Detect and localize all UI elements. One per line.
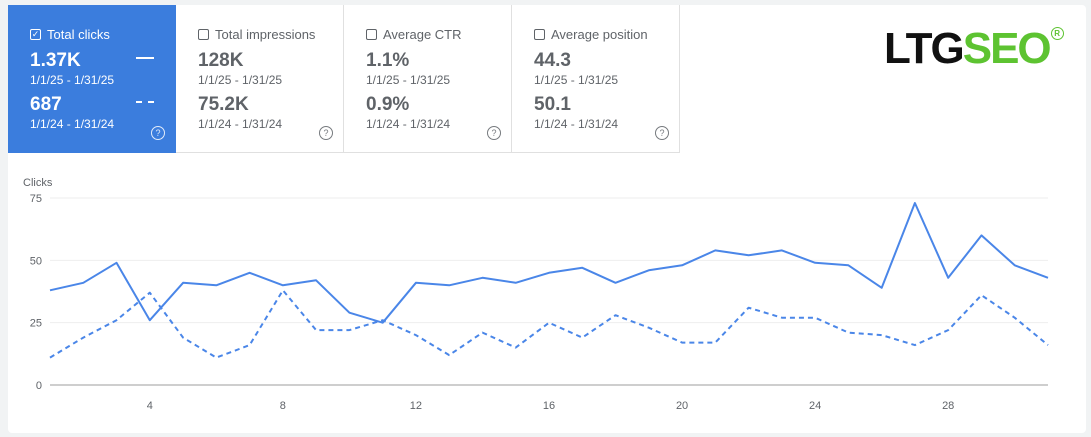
metric-range-previous: 1/1/24 - 1/31/24 xyxy=(534,117,619,131)
help-icon[interactable]: ? xyxy=(151,126,165,140)
logo-text-green: SEO xyxy=(962,24,1052,73)
metric-header: Total impressions xyxy=(198,27,315,42)
metric-range-current: 1/1/25 - 1/31/25 xyxy=(534,73,619,87)
metric-value-current: 1.1% xyxy=(366,50,410,71)
checkbox-unchecked-icon[interactable] xyxy=(366,29,377,40)
y-tick-label: 75 xyxy=(30,193,42,205)
metric-label: Average position xyxy=(551,27,648,42)
metric-tabs: ✓ Total clicks 1.37K 1/1/25 - 1/31/25 68… xyxy=(8,5,680,153)
y-tick-labels: 0 25 50 75 xyxy=(30,193,42,392)
metric-header: ✓ Total clicks xyxy=(30,27,110,42)
metric-value-previous: 75.2K xyxy=(198,94,249,115)
metric-card-average-ctr[interactable]: Average CTR 1.1% 1/1/25 - 1/31/25 0.9% 1… xyxy=(344,5,512,153)
help-icon[interactable]: ? xyxy=(319,126,333,140)
metric-range-previous: 1/1/24 - 1/31/24 xyxy=(30,117,115,131)
help-icon[interactable]: ? xyxy=(487,126,501,140)
x-tick-label: 8 xyxy=(280,400,286,412)
metric-range-previous: 1/1/24 - 1/31/24 xyxy=(366,117,451,131)
x-tick-label: 12 xyxy=(410,400,422,412)
metric-value-previous: 50.1 xyxy=(534,94,571,115)
series-line-previous xyxy=(49,289,1049,359)
series-line-current xyxy=(49,202,1049,324)
metric-label: Total clicks xyxy=(47,27,110,42)
metric-range-current: 1/1/25 - 1/31/25 xyxy=(198,73,283,87)
metric-label: Total impressions xyxy=(215,27,316,42)
metric-range-current: 1/1/25 - 1/31/25 xyxy=(30,73,115,87)
checkbox-checked-icon[interactable]: ✓ xyxy=(30,29,41,40)
performance-card: ✓ Total clicks 1.37K 1/1/25 - 1/31/25 68… xyxy=(8,5,1086,433)
metric-value-previous: 687 xyxy=(30,94,62,115)
x-tick-label: 4 xyxy=(147,400,153,412)
ltgseo-logo: LTGSEO R xyxy=(884,24,1064,73)
metric-range-previous: 1/1/24 - 1/31/24 xyxy=(198,117,283,131)
x-tick-label: 16 xyxy=(543,400,555,412)
metric-value-current: 1.37K xyxy=(30,50,81,71)
y-tick-label: 0 xyxy=(36,380,42,392)
x-tick-labels: 4 8 12 16 20 24 28 xyxy=(147,400,955,412)
y-tick-label: 50 xyxy=(30,255,42,267)
y-tick-label: 25 xyxy=(30,318,42,330)
metric-header: Average position xyxy=(534,27,648,42)
metric-value-current: 44.3 xyxy=(534,50,571,71)
metric-header: Average CTR xyxy=(366,27,462,42)
metric-card-average-position[interactable]: Average position 44.3 1/1/25 - 1/31/25 5… xyxy=(512,5,680,153)
registered-mark-icon: R xyxy=(1050,27,1064,40)
x-tick-label: 28 xyxy=(942,400,954,412)
x-tick-label: 20 xyxy=(676,400,688,412)
legend-solid-line-icon xyxy=(136,57,154,59)
clicks-line-chart: Clicks 0 25 50 75 4 8 12 16 20 24 28 xyxy=(23,177,1049,412)
legend-dashed-line-icon xyxy=(136,101,154,103)
checkbox-unchecked-icon[interactable] xyxy=(198,29,209,40)
help-icon[interactable]: ? xyxy=(655,126,669,140)
chart-grid xyxy=(50,197,1048,386)
metric-value-previous: 0.9% xyxy=(366,94,410,115)
y-axis-label: Clicks xyxy=(23,177,53,189)
chart-series xyxy=(49,202,1049,359)
checkbox-unchecked-icon[interactable] xyxy=(534,29,545,40)
metric-range-current: 1/1/25 - 1/31/25 xyxy=(366,73,451,87)
metric-card-total-clicks[interactable]: ✓ Total clicks 1.37K 1/1/25 - 1/31/25 68… xyxy=(8,5,176,153)
metric-card-total-impressions[interactable]: Total impressions 128K 1/1/25 - 1/31/25 … xyxy=(176,5,344,153)
metric-label: Average CTR xyxy=(383,27,462,42)
metric-value-current: 128K xyxy=(198,50,244,71)
logo-text-dark: LTG xyxy=(884,24,965,73)
checkmark-icon: ✓ xyxy=(31,29,40,39)
x-tick-label: 24 xyxy=(809,400,821,412)
